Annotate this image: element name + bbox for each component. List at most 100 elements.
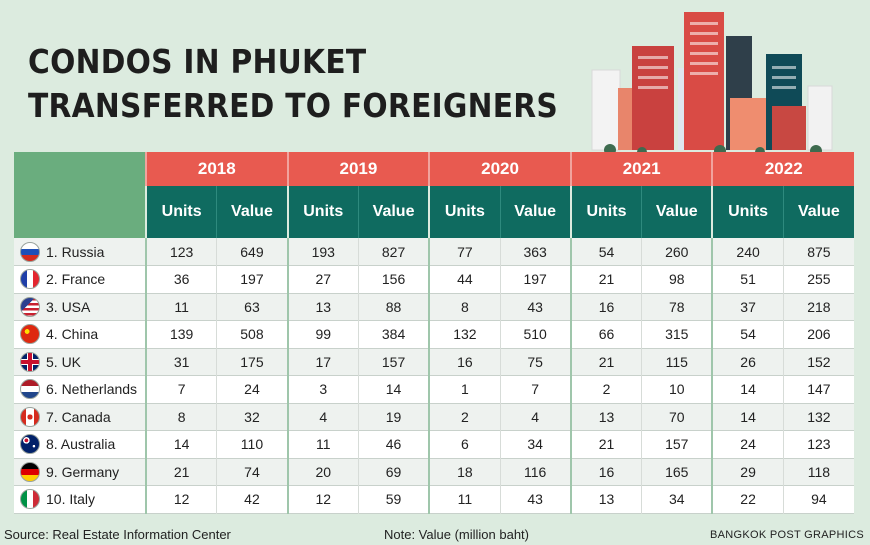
country-label: 8. Australia — [46, 436, 116, 453]
cell-value-2021: 34 — [641, 485, 713, 513]
cell-value-2018: 197 — [216, 265, 288, 293]
value-header: Value — [499, 186, 571, 238]
cell-value-2020: 363 — [499, 238, 571, 266]
country-label: 9. Germany — [46, 463, 120, 480]
year-header-2018: 2018 — [145, 152, 288, 186]
russia-flag-icon — [20, 241, 40, 262]
country-cell: 6. Netherlands — [14, 375, 146, 403]
china-flag-icon — [20, 324, 40, 345]
country-label: 4. China — [46, 326, 99, 343]
cell-value-2019: 157 — [357, 348, 430, 376]
cell-value-2022: 255 — [782, 265, 855, 293]
country-label: 6. Netherlands — [46, 381, 138, 398]
table-row: 5. UK 31 175 17 157 16 75 21 115 26 152 — [14, 348, 855, 376]
canada-flag-icon — [20, 406, 40, 427]
cell-value-2019: 88 — [357, 293, 430, 321]
cell-units-2018: 36 — [145, 265, 217, 293]
cell-units-2018: 31 — [145, 348, 217, 376]
cell-value-2019: 19 — [357, 403, 430, 431]
cell-units-2021: 16 — [569, 458, 642, 486]
cell-units-2020: 6 — [428, 430, 501, 458]
value-header: Value — [782, 186, 855, 238]
country-label: 3. USA — [46, 298, 91, 315]
country-label: 10. Italy — [46, 491, 96, 508]
cell-units-2022: 51 — [711, 265, 784, 293]
year-header-2021: 2021 — [569, 152, 713, 186]
cell-units-2022: 54 — [711, 320, 784, 348]
cell-units-2019: 17 — [286, 348, 359, 376]
cell-units-2021: 13 — [569, 403, 642, 431]
table-row: 4. China 139 508 99 384 132 510 66 315 54 206 — [14, 320, 855, 348]
cell-units-2020: 2 — [428, 403, 501, 431]
graphics-credit: BANGKOK POST GRAPHICS — [709, 529, 864, 541]
title-line-2: TRANSFERRED TO FOREIGNERS — [28, 86, 559, 125]
usa-flag-icon — [20, 296, 40, 317]
cell-value-2019: 69 — [357, 458, 430, 486]
country-cell: 3. USA — [14, 293, 146, 321]
cell-units-2021: 66 — [569, 320, 642, 348]
cell-units-2019: 4 — [286, 403, 359, 431]
cell-units-2022: 14 — [711, 403, 784, 431]
cell-value-2018: 508 — [216, 320, 288, 348]
country-cell: 2. France — [14, 265, 146, 293]
cell-units-2022: 29 — [711, 458, 784, 486]
table-row: 8. Australia 14 110 11 46 6 34 21 157 24 123 — [14, 430, 855, 458]
cell-value-2019: 59 — [357, 485, 430, 513]
cell-units-2018: 21 — [145, 458, 217, 486]
cell-value-2018: 74 — [216, 458, 288, 486]
units-header: Units — [286, 186, 359, 238]
cell-value-2021: 165 — [641, 458, 713, 486]
cell-value-2020: 197 — [499, 265, 571, 293]
year-header-2019: 2019 — [286, 152, 430, 186]
cell-value-2022: 152 — [782, 348, 855, 376]
cell-value-2021: 260 — [641, 238, 713, 266]
cell-value-2020: 116 — [499, 458, 571, 486]
header-corner — [14, 152, 146, 238]
year-header-2020: 2020 — [428, 152, 571, 186]
cell-value-2019: 156 — [357, 265, 430, 293]
cell-units-2021: 21 — [569, 348, 642, 376]
source-note: Source: Real Estate Information Center — [4, 527, 231, 542]
cell-units-2018: 139 — [145, 320, 217, 348]
cell-units-2021: 21 — [569, 265, 642, 293]
units-header: Units — [711, 186, 784, 238]
cell-units-2021: 2 — [569, 375, 642, 403]
cell-value-2021: 78 — [641, 293, 713, 321]
country-cell: 1. Russia — [14, 238, 146, 266]
value-header: Value — [357, 186, 430, 238]
value-header: Value — [641, 186, 713, 238]
cell-units-2021: 54 — [569, 238, 642, 266]
sub-header-row: Units Value Units Value Units Value Unit… — [14, 186, 855, 238]
cell-value-2018: 175 — [216, 348, 288, 376]
cell-units-2020: 18 — [428, 458, 501, 486]
cell-units-2019: 27 — [286, 265, 359, 293]
country-cell: 5. UK — [14, 348, 146, 376]
units-header: Units — [428, 186, 501, 238]
cell-units-2020: 11 — [428, 485, 501, 513]
cell-units-2020: 16 — [428, 348, 501, 376]
country-cell: 8. Australia — [14, 430, 146, 458]
cell-units-2021: 13 — [569, 485, 642, 513]
country-label: 7. Canada — [46, 408, 111, 425]
cell-units-2022: 14 — [711, 375, 784, 403]
cell-units-2019: 12 — [286, 485, 359, 513]
units-header: Units — [145, 186, 217, 238]
cell-value-2019: 384 — [357, 320, 430, 348]
year-header-row: 2018 2019 2020 2021 2022 — [14, 152, 855, 238]
cell-value-2021: 315 — [641, 320, 713, 348]
cell-value-2020: 7 — [499, 375, 571, 403]
cell-value-2022: 147 — [782, 375, 855, 403]
cell-units-2018: 7 — [145, 375, 217, 403]
units-note: Note: Value (million baht) — [384, 527, 529, 542]
cell-value-2019: 46 — [357, 430, 430, 458]
cell-units-2020: 8 — [428, 293, 501, 321]
cell-units-2018: 11 — [145, 293, 217, 321]
cell-value-2020: 510 — [499, 320, 571, 348]
cell-units-2022: 24 — [711, 430, 784, 458]
cell-units-2019: 99 — [286, 320, 359, 348]
cell-units-2022: 22 — [711, 485, 784, 513]
table-row: 2. France 36 197 27 156 44 197 21 98 51 255 — [14, 265, 855, 293]
cell-value-2018: 649 — [216, 238, 288, 266]
cell-units-2020: 77 — [428, 238, 501, 266]
cell-value-2022: 118 — [782, 458, 855, 486]
